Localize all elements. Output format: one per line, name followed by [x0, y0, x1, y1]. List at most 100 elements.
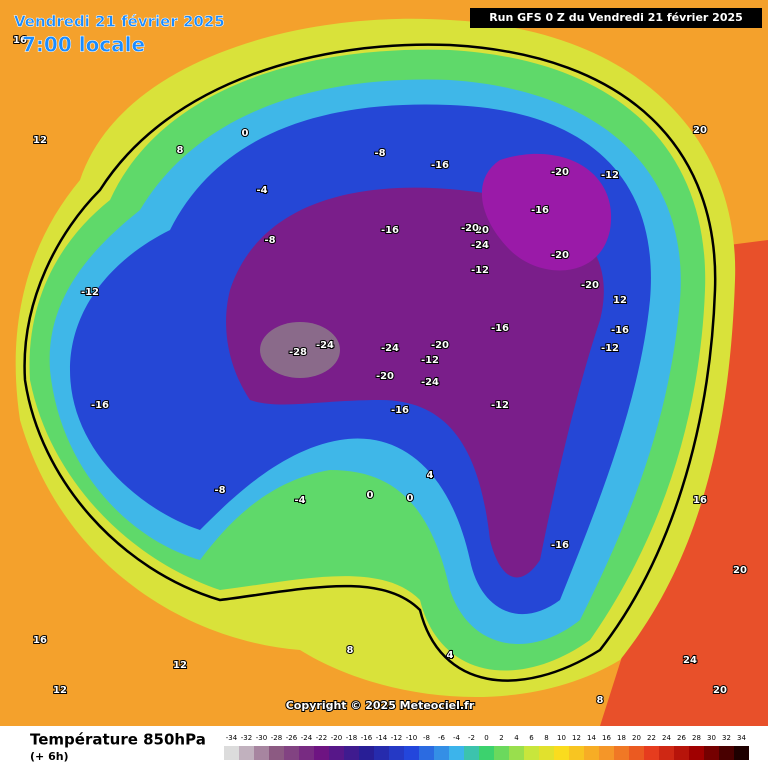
time-title: 7:00 locale — [22, 33, 145, 57]
scale-swatch — [269, 746, 284, 760]
scale-swatch — [479, 746, 494, 760]
temperature-label: 12 — [53, 685, 67, 696]
temperature-label: 8 — [177, 145, 184, 156]
temperature-label: 4 — [447, 650, 454, 661]
temperature-label: -4 — [294, 495, 305, 506]
scale-swatch — [314, 746, 329, 760]
scale-swatch — [584, 746, 599, 760]
temperature-label: -20 — [461, 223, 479, 234]
legend-subtitle: (+ 6h) — [30, 750, 69, 763]
temperature-label: 16 — [693, 495, 707, 506]
scale-tick-label: 16 — [602, 734, 611, 742]
scale-swatch — [704, 746, 719, 760]
scale-swatch — [389, 746, 404, 760]
temperature-label: -20 — [581, 280, 599, 291]
scale-swatch — [659, 746, 674, 760]
temperature-label: -8 — [374, 148, 385, 159]
run-title: Run GFS 0 Z du Vendredi 21 février 2025 — [489, 11, 743, 24]
temperature-label: 16 — [33, 635, 47, 646]
scale-swatch — [614, 746, 629, 760]
scale-tick-label: -34 — [226, 734, 238, 742]
scale-tick-label: 32 — [722, 734, 731, 742]
temperature-label: 16 — [13, 35, 27, 46]
scale-tick-label: -2 — [468, 734, 475, 742]
temperature-label: 20 — [733, 565, 747, 576]
temperature-label: -8 — [214, 485, 225, 496]
scale-tick-label: 14 — [587, 734, 596, 742]
scale-swatch — [404, 746, 419, 760]
temperature-label: -12 — [601, 170, 619, 181]
scale-tick-label: 8 — [544, 734, 548, 742]
temperature-label: 20 — [693, 125, 707, 136]
scale-tick-label: 30 — [707, 734, 716, 742]
map — [0, 0, 768, 726]
scale-swatch — [629, 746, 644, 760]
temperature-label: -12 — [491, 400, 509, 411]
color-scale: -34 -32 -30 -28 -26 -24 -22 -20 -18 -16 -14 -12 -10-… — [224, 734, 749, 760]
scale-swatch — [359, 746, 374, 760]
scale-tick-label: -28 — [271, 734, 282, 742]
scale-tick-label: 26 — [677, 734, 686, 742]
temperature-label: 20 — [713, 685, 727, 696]
temperature-label: 12 — [613, 295, 627, 306]
temperature-label: 8 — [597, 695, 604, 706]
scale-swatch — [434, 746, 449, 760]
temperature-label: -16 — [611, 325, 629, 336]
temperature-label: -16 — [431, 160, 449, 171]
scale-tick-label: -26 — [286, 734, 298, 742]
temperature-label: -20 — [471, 225, 489, 236]
run-box — [470, 8, 762, 28]
scale-tick-label: 0 — [484, 734, 488, 742]
scale-tick-label: -12 — [391, 734, 402, 742]
scale-tick-label: -30 — [256, 734, 267, 742]
temperature-label: -16 — [491, 323, 509, 334]
scale-swatch — [329, 746, 344, 760]
scale-swatch — [734, 746, 749, 760]
temperature-label: -16 — [381, 225, 399, 236]
temperature-label: -16 — [551, 540, 569, 551]
scale-swatch — [284, 746, 299, 760]
scale-tick-label: -16 — [361, 734, 373, 742]
zero-isotherm — [23, 43, 717, 682]
scale-swatch — [239, 746, 254, 760]
temperature-label: -20 — [376, 371, 394, 382]
temperature-label: -20 — [431, 340, 449, 351]
scale-swatch — [224, 746, 239, 760]
extreme-cold-core — [260, 322, 340, 378]
temperature-label: -28 — [289, 347, 307, 358]
temperature-label: 0 — [407, 493, 414, 504]
scale-swatch — [344, 746, 359, 760]
scale-tick-label: -32 — [241, 734, 252, 742]
temperature-label: 0 — [242, 128, 249, 139]
scale-tick-label: 34 — [737, 734, 746, 742]
scale-tick-label: -18 — [346, 734, 357, 742]
scale-swatch — [299, 746, 314, 760]
scale-swatch — [374, 746, 389, 760]
scale-tick-label: 2 — [499, 734, 503, 742]
scale-tick-label: -24 — [301, 734, 313, 742]
temperature-label: -16 — [391, 405, 409, 416]
scale-tick-label: -22 — [316, 734, 327, 742]
frigid-zone — [226, 187, 604, 578]
temperature-label: -12 — [81, 287, 99, 298]
scale-swatch — [674, 746, 689, 760]
scale-tick-label: -8 — [423, 734, 430, 742]
scale-tick-label: -10 — [406, 734, 417, 742]
scale-swatch — [689, 746, 704, 760]
temperature-label: -24 — [421, 377, 439, 388]
scale-tick-label: 28 — [692, 734, 701, 742]
map-labels: 16 12 8 0 -4 -8 -12 -16 -20 -16 -20 -12 -16 -20 -24 -28… — [12, 34, 748, 707]
frigid-core — [481, 153, 612, 271]
scale-swatch — [494, 746, 509, 760]
temperature-label: 24 — [683, 655, 697, 666]
temperature-label: -4 — [256, 185, 267, 196]
scale-swatch — [524, 746, 539, 760]
temperature-label: -8 — [264, 235, 275, 246]
temperature-label: -12 — [471, 265, 489, 276]
scale-tick-label: -20 — [331, 734, 342, 742]
temperature-label: -16 — [91, 400, 109, 411]
temperature-label: 0 — [367, 490, 374, 501]
scale-swatch — [464, 746, 479, 760]
